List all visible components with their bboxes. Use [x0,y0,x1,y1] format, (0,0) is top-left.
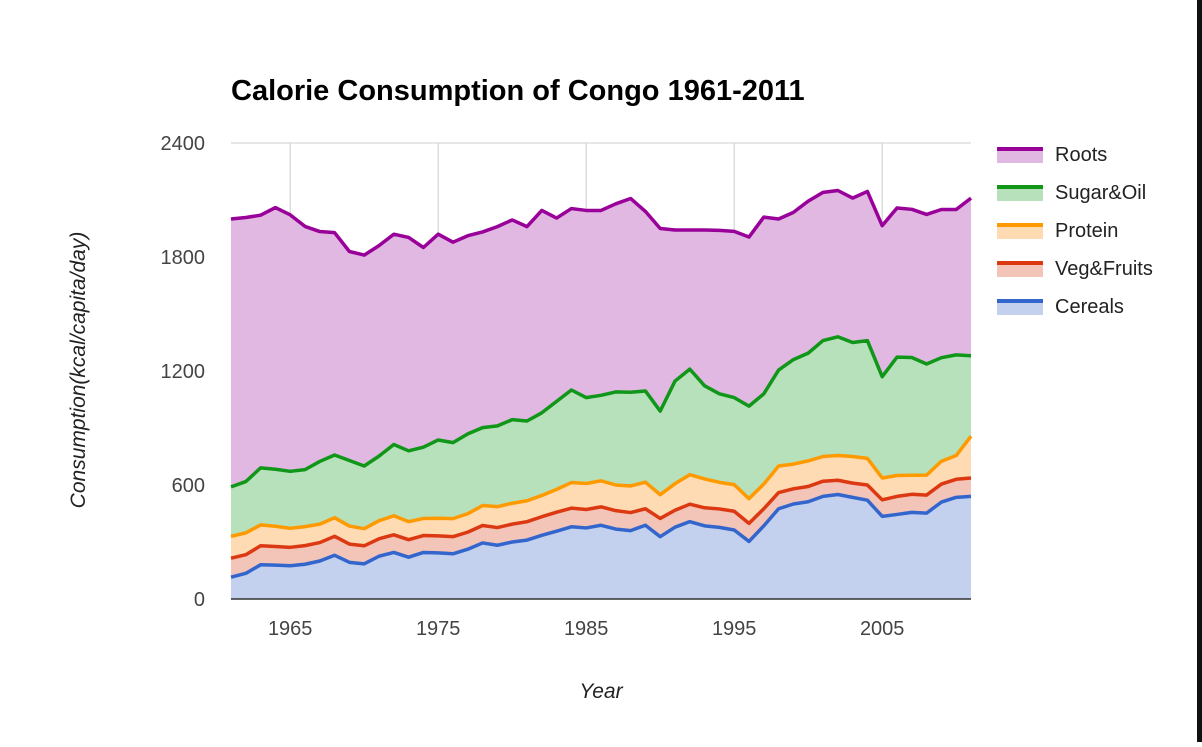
line-veg-fruits [230,476,972,560]
area-cereals [231,494,971,599]
legend-label: Protein [1055,220,1118,242]
legend-label: Sugar&Oil [1055,182,1146,204]
line-cereals [230,492,972,579]
legend-label: Roots [1055,144,1107,166]
y-tick-label: 600 [172,475,205,497]
area-veg-fruits [231,477,971,578]
window-edge [1197,0,1202,742]
axes: 0 600 1200 1800 2400 1965 1975 1985 1995 2005 [161,133,971,640]
y-tick-label: 1200 [161,361,206,383]
legend-swatch-line [997,299,1043,303]
chart-title: Calorie Consumption of Congo 1961-2011 [231,75,805,107]
area-roots [231,190,971,487]
x-tick-label: 1965 [268,618,313,640]
line-sugar-oil [230,335,972,489]
legend: Roots Sugar&Oil Protein Veg&Fruits Cereals [997,144,1153,318]
legend-swatch-line [997,261,1043,265]
legend-item-veg-fruits: Veg&Fruits [997,258,1153,280]
series-lines [230,188,973,579]
x-tick-label: 1975 [416,618,461,640]
x-tick-label: 1985 [564,618,609,640]
x-tick-label: 2005 [860,618,905,640]
legend-item-sugar-oil: Sugar&Oil [997,182,1146,204]
legend-item-protein: Protein [997,220,1118,242]
y-tick-label: 0 [194,589,205,611]
legend-item-roots: Roots [997,144,1107,166]
legend-label: Veg&Fruits [1055,258,1153,280]
legend-swatch-line [997,147,1043,151]
line-roots [230,188,973,257]
y-tick-label: 2400 [161,133,206,155]
legend-swatch-line [997,185,1043,189]
legend-item-cereals: Cereals [997,296,1124,318]
legend-swatch-line [997,223,1043,227]
y-tick-label: 1800 [161,247,206,269]
y-axis-title: Consumption(kcal/capita/day) [67,232,90,509]
line-protein [230,435,973,539]
x-axis-title: Year [579,680,623,703]
legend-label: Cereals [1055,296,1124,318]
x-tick-label: 1995 [712,618,757,640]
area-sugar-oil [231,336,971,537]
